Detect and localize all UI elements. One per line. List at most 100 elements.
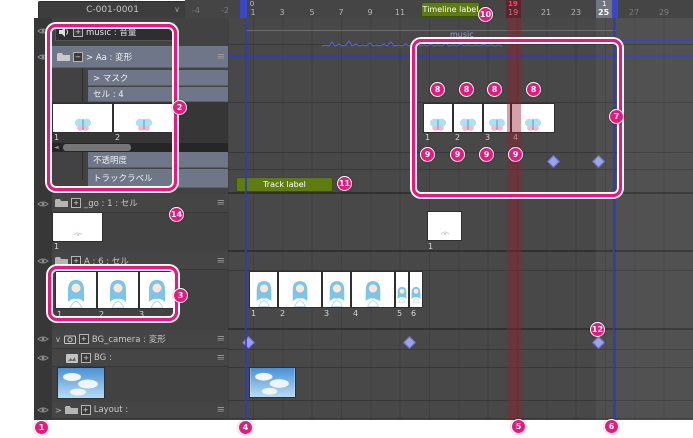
range-start-marker[interactable] [240,0,247,18]
subrow-track-label[interactable]: トラックラベル [88,169,228,188]
folder-icon [57,52,70,61]
menu-icon[interactable]: ≡ [216,352,225,364]
scrollbar-thumb[interactable] [63,144,131,151]
sky-sprite [250,368,295,397]
butterfly-sprite [459,118,477,131]
cel-thumbnail[interactable] [453,103,483,133]
bg-thumbnail[interactable] [249,367,296,398]
track-header-bg[interactable]: + BG : ≡ [52,350,228,367]
ruler-tick: 21 [540,8,552,17]
playhead-band[interactable] [507,18,521,420]
clip-selector[interactable]: C-001-0001 ∨ [38,1,187,19]
track-label-music: music : 音量 [86,27,137,38]
range-end-line [613,18,615,420]
scroll-left-icon[interactable]: ◄ [54,144,59,151]
playhead-ruler-cell[interactable]: 19 19 [506,0,521,18]
track-label-bg: BG : [94,353,112,363]
cel-thumbnail[interactable] [483,103,511,133]
cel-thumbnail[interactable] [427,211,462,241]
ruler-tick: 1 [250,8,256,17]
cel-thumbnail[interactable] [249,271,278,308]
subrow-mask[interactable]: > マスク [88,70,228,86]
row-separator [228,418,693,419]
image-icon [66,353,78,363]
track-label-badge[interactable]: Track label [236,177,333,192]
row-separator [228,169,693,170]
menu-icon[interactable]: ≡ [216,255,225,266]
row-separator [228,400,693,401]
audio-waveform[interactable] [322,36,502,50]
cel-thumbnail[interactable] [52,103,113,133]
bg-thumbnail[interactable] [57,367,105,399]
mask-label: > マスク [93,73,129,84]
ruler-tick: 3 [279,8,285,17]
cel-thumbnail[interactable] [511,103,555,133]
chevron-open-icon[interactable]: ∨ [55,334,61,344]
annotation-badge-4: 4 [238,420,253,435]
cel-thumbnail[interactable] [322,271,351,308]
cel-thumbnail[interactable] [351,271,395,308]
cel-scrollbar[interactable]: ◄ [52,143,228,152]
track-label-row-label: トラックラベル [93,174,153,184]
girl-sprite [110,280,126,308]
cel-thumbnail[interactable] [395,271,409,308]
second-marker-cell: 1 25 [596,0,614,18]
eye-icon[interactable] [37,406,49,414]
expand-plus-icon[interactable]: + [71,255,81,266]
cel-thumbnail[interactable] [278,271,322,308]
ruler-tick-neg2: -2 [221,6,229,15]
subrow-cell[interactable]: セル : 4 [88,87,228,102]
cel-thumbnail[interactable] [55,271,97,309]
annotation-badge-9: 9 [479,147,494,162]
track-label-go: _go : 1 : セル [84,199,138,209]
cel-thumbnail[interactable] [113,103,175,133]
eye-icon[interactable] [37,257,49,265]
annotation-badge-9: 9 [420,147,435,162]
menu-icon[interactable]: ≡ [216,197,225,209]
eye-icon[interactable] [37,200,49,208]
annotation-badge-9: 9 [450,147,465,162]
expand-plus-icon[interactable]: + [78,334,89,344]
track-header-bg-camera[interactable]: ∨ + BG_camera : 変形 ≡ [52,330,228,349]
range-end-marker[interactable] [612,0,618,18]
annotation-badge-7: 7 [609,109,624,124]
playhead-second: 19 [508,0,518,8]
track-header-go[interactable]: + _go : 1 : セル ≡ [52,194,228,213]
cel-thumbnail[interactable] [52,212,103,242]
expand-plus-icon[interactable]: + [71,198,81,208]
folder-icon [64,406,78,414]
cel-thumbnail[interactable] [139,271,175,309]
expand-plus-icon[interactable]: + [81,353,91,363]
girl-sprite [256,281,271,307]
subrow-opacity[interactable]: 不透明度 [88,152,228,168]
cel-number: 2 [280,309,286,318]
eye-icon[interactable] [37,354,49,362]
track-label-bg-camera: BG_camera : 変形 [91,335,166,345]
second-marker-second: 1 [602,0,607,8]
expand-plus-icon[interactable]: + [80,405,91,415]
chevron-closed-icon[interactable]: > [55,405,62,415]
eye-icon[interactable] [37,335,49,343]
timeline-label-badge[interactable]: Timeline label [421,2,480,17]
expand-plus-icon[interactable]: + [73,26,83,37]
menu-icon[interactable]: ≡ [216,333,225,345]
collapse-minus-icon[interactable]: − [73,51,83,62]
opacity-label: 不透明度 [93,155,128,166]
menu-icon[interactable]: ≡ [216,404,225,416]
range-start-line [245,18,247,420]
track-header-a[interactable]: + A : 6 : セル ≡ [52,252,228,270]
cel-thumbnail[interactable] [97,271,139,309]
track-header-layout[interactable]: > + Layout : ≡ [52,402,228,419]
track-label-aa: > Aa : 変形 [86,52,133,63]
cel-number: 2 [115,133,121,142]
ruler-tick: 5 [309,8,315,17]
menu-icon[interactable]: ≡ [216,51,225,62]
ruler-tick: 29 [658,8,670,17]
cel-thumbnail[interactable] [409,271,423,308]
girl-sprite [397,286,407,303]
cel-thumbnail[interactable] [423,103,453,133]
track-header-aa[interactable]: − > Aa : 変形 ≡ [52,46,228,68]
annotation-badge-6: 6 [604,419,619,434]
ruler-tick-neg4: -4 [192,6,200,15]
